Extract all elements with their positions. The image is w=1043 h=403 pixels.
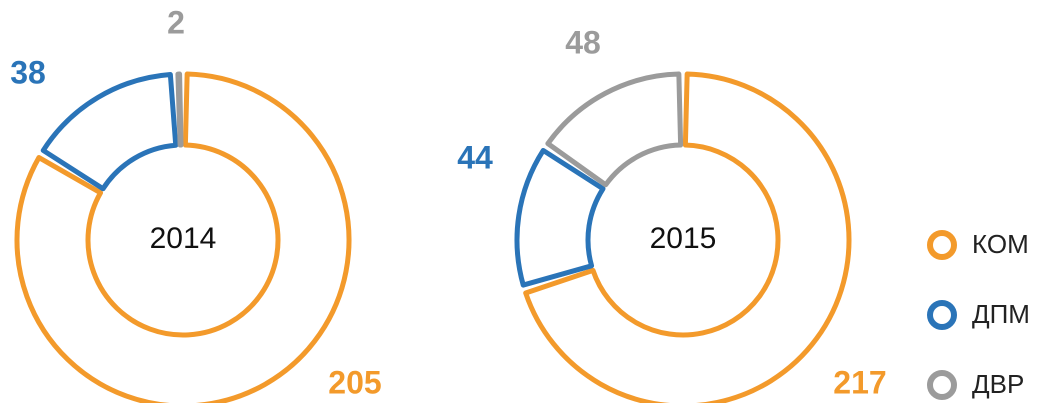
value-label: 205: [328, 364, 381, 400]
donut-segment: [178, 74, 181, 145]
legend-label: ДПМ: [972, 299, 1030, 329]
center-label: 2014: [150, 222, 217, 255]
value-label: 38: [10, 54, 46, 90]
value-label: 2: [167, 4, 185, 40]
value-label: 217: [833, 364, 886, 400]
legend-marker: [930, 233, 954, 257]
value-label: 48: [565, 24, 601, 60]
center-label: 2015: [650, 222, 717, 255]
legend-marker: [930, 373, 954, 397]
legend-label: ДВР: [972, 369, 1024, 399]
legend-marker: [930, 303, 954, 327]
legend-label: КОМ: [972, 229, 1029, 259]
chart: 205 38 2 2014 217 44 48 2015 КОМ ДПМ ДВР: [0, 0, 1043, 403]
value-label: 44: [457, 139, 493, 175]
